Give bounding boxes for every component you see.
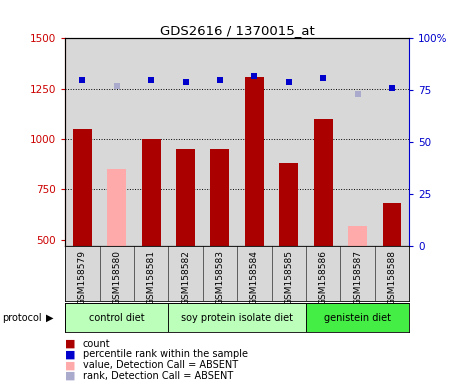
Bar <box>168 303 306 332</box>
Text: value, Detection Call = ABSENT: value, Detection Call = ABSENT <box>83 360 238 370</box>
Text: GSM158587: GSM158587 <box>353 250 362 305</box>
Bar <box>211 149 229 246</box>
Bar <box>245 77 264 246</box>
Text: ■: ■ <box>65 349 76 359</box>
Bar <box>348 226 367 246</box>
Bar <box>107 169 126 246</box>
Text: GSM158586: GSM158586 <box>319 250 328 305</box>
Text: GSM158584: GSM158584 <box>250 250 259 305</box>
Text: GSM158579: GSM158579 <box>78 250 87 305</box>
Text: genistein diet: genistein diet <box>324 313 391 323</box>
Text: GSM158582: GSM158582 <box>181 250 190 305</box>
Text: GSM158580: GSM158580 <box>112 250 121 305</box>
Bar <box>279 163 298 246</box>
Text: ■: ■ <box>65 371 76 381</box>
Bar <box>73 129 92 246</box>
Text: rank, Detection Call = ABSENT: rank, Detection Call = ABSENT <box>83 371 233 381</box>
Text: soy protein isolate diet: soy protein isolate diet <box>181 313 293 323</box>
Bar <box>65 303 168 332</box>
Text: ▶: ▶ <box>46 313 53 323</box>
Bar <box>176 149 195 246</box>
Text: GSM158581: GSM158581 <box>146 250 156 305</box>
Text: count: count <box>83 339 110 349</box>
Text: ■: ■ <box>65 339 76 349</box>
Text: GSM158585: GSM158585 <box>284 250 293 305</box>
Text: protocol: protocol <box>2 313 42 323</box>
Text: GSM158583: GSM158583 <box>215 250 225 305</box>
Text: ■: ■ <box>65 360 76 370</box>
Text: GSM158588: GSM158588 <box>387 250 397 305</box>
Text: percentile rank within the sample: percentile rank within the sample <box>83 349 248 359</box>
Bar <box>314 119 332 246</box>
Text: control diet: control diet <box>89 313 145 323</box>
Bar <box>142 139 160 246</box>
Bar <box>383 204 401 246</box>
Bar <box>306 303 409 332</box>
Title: GDS2616 / 1370015_at: GDS2616 / 1370015_at <box>160 24 314 37</box>
